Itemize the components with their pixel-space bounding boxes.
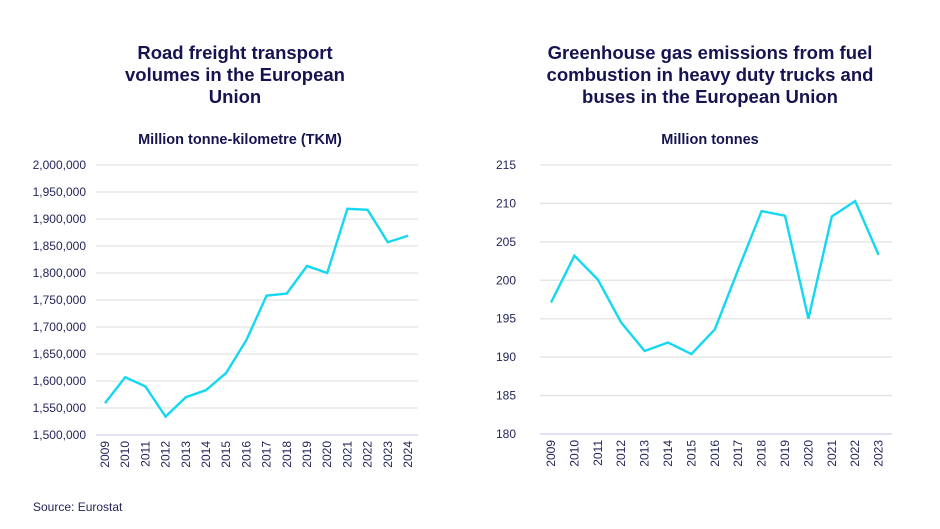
- left-chart-subtitle: Million tonne-kilometre (TKM): [138, 132, 342, 148]
- x-tick-label: 2014: [199, 441, 213, 468]
- y-tick-label: 200: [496, 273, 516, 287]
- y-tick-label: 2,000,000: [33, 158, 87, 172]
- x-tick-label: 2016: [239, 441, 253, 468]
- y-tick-label: 210: [496, 196, 516, 210]
- x-tick-label: 2018: [280, 441, 294, 468]
- x-tick-label: 2023: [381, 441, 395, 468]
- x-tick-label: 2015: [219, 441, 233, 468]
- y-tick-label: 1,650,000: [33, 347, 87, 361]
- y-tick-label: 1,950,000: [33, 185, 87, 199]
- x-tick-label: 2009: [544, 440, 558, 467]
- left-title-line: Union: [208, 86, 262, 107]
- x-tick-label: 2019: [778, 440, 792, 467]
- left-title-line: volumes in the European: [125, 64, 345, 85]
- x-tick-label: 2024: [401, 441, 415, 468]
- left-chart-title: Road freight transport volumes in the Eu…: [105, 42, 365, 108]
- x-tick-label: 2023: [872, 440, 886, 467]
- right-chart-subtitle: Million tonnes: [661, 132, 759, 148]
- x-tick-label: 2016: [708, 440, 722, 467]
- x-tick-label: 2010: [118, 441, 132, 468]
- series-line: [549, 199, 880, 356]
- road-freight-chart: 1,500,000 1,550,000 1,600,000 1,650,000 1,70…: [33, 158, 418, 468]
- x-tick-label: 2012: [159, 441, 173, 468]
- x-tick-label: 2011: [591, 440, 605, 466]
- y-tick-label: 180: [496, 427, 516, 441]
- x-tick-label: 2021: [340, 441, 354, 468]
- y-tick-label: 1,900,000: [33, 212, 87, 226]
- x-tick-label: 2017: [731, 440, 745, 467]
- x-tick-label: 2012: [614, 440, 628, 467]
- y-tick-label: 1,600,000: [33, 374, 87, 388]
- x-tick-label: 2011: [138, 441, 152, 467]
- x-tick-label: 2017: [260, 441, 274, 468]
- y-tick-label: 1,800,000: [33, 266, 87, 280]
- y-tick-label: 1,850,000: [33, 239, 87, 253]
- x-tick-label: 2018: [755, 440, 769, 467]
- x-tick-label: 2014: [661, 440, 675, 467]
- x-tick-label: 2022: [848, 440, 862, 467]
- y-tick-label: 215: [496, 158, 516, 172]
- series-line: [104, 207, 409, 419]
- x-tick-label: 2013: [638, 440, 652, 467]
- y-tick-label: 1,550,000: [33, 401, 87, 415]
- y-tick-label: 1,700,000: [33, 320, 87, 334]
- y-tick-label: 190: [496, 350, 516, 364]
- y-tick-label: 205: [496, 235, 516, 249]
- source-note: Source: Eurostat: [33, 500, 123, 514]
- x-tick-label: 2022: [361, 441, 375, 468]
- x-tick-label: 2009: [98, 441, 112, 468]
- x-tick-label: 2019: [300, 441, 314, 468]
- y-tick-label: 1,750,000: [33, 293, 87, 307]
- x-tick-label: 2013: [179, 441, 193, 468]
- right-title-line: buses in the European Union: [582, 86, 838, 107]
- x-tick-label: 2020: [320, 441, 334, 468]
- ghg-emissions-chart: 180 185 190 195 200 205 210 215 2009 2010 2011 2012…: [496, 158, 892, 467]
- right-title-line: Greenhouse gas emissions from fuel: [547, 42, 873, 63]
- right-chart-title: Greenhouse gas emissions from fuel combu…: [520, 42, 900, 108]
- right-title-line: combustion in heavy duty trucks and: [546, 64, 874, 85]
- x-tick-label: 2020: [801, 440, 815, 467]
- x-tick-label: 2010: [567, 440, 581, 467]
- x-tick-label: 2015: [684, 440, 698, 467]
- y-tick-label: 1,500,000: [33, 428, 87, 442]
- y-tick-label: 195: [496, 312, 516, 326]
- left-title-line: Road freight transport: [137, 42, 333, 63]
- y-tick-label: 185: [496, 389, 516, 403]
- x-tick-label: 2021: [825, 440, 839, 467]
